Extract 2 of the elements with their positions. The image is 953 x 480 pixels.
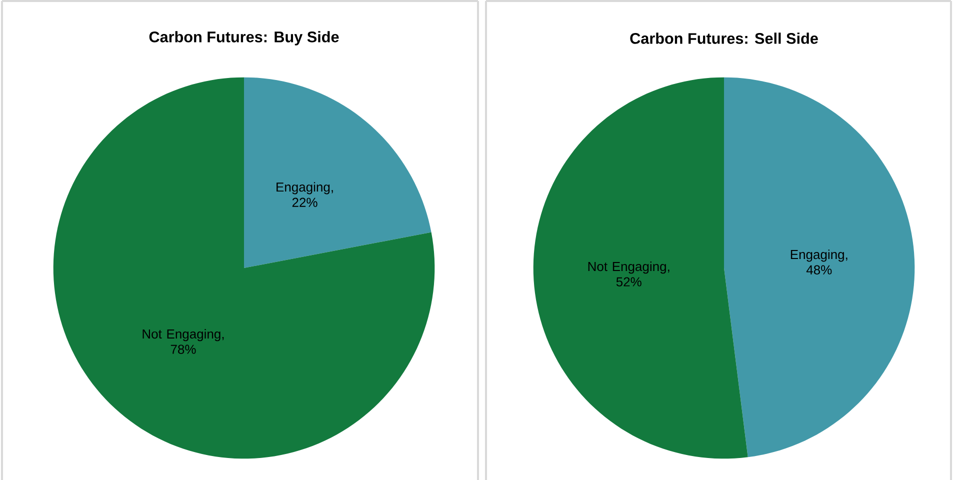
chart-title: Carbon Futures: Buy Side xyxy=(149,31,339,46)
chart-title: Carbon Futures: Sell Side xyxy=(630,32,818,44)
